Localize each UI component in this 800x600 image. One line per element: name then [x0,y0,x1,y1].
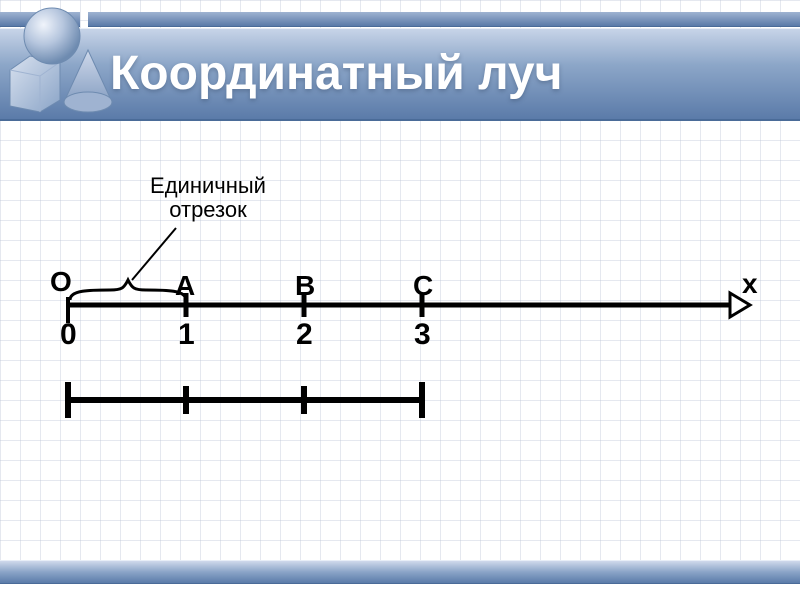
slide-root: Координатный луч [0,0,800,600]
leader-line [132,228,176,280]
diagram-area: Единичный отрезок О х A B C 0 1 2 3 [0,150,800,530]
diagram-svg [0,150,800,530]
segment-line [68,382,422,418]
unit-brace [70,280,186,300]
coordinate-ray [68,293,750,323]
decorative-shapes-icon [4,2,124,114]
bottom-bar [0,560,800,584]
bottom-margin [0,584,800,600]
